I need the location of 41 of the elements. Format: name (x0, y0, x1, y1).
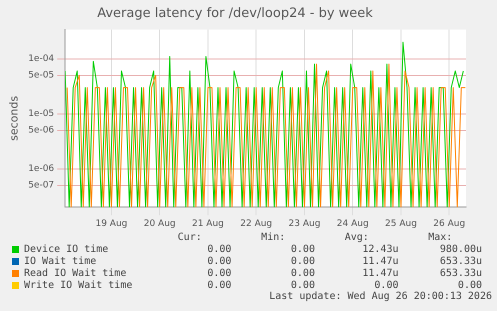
x-tick-label: 19 Aug (95, 218, 128, 229)
x-tick-label: 23 Aug (288, 218, 320, 229)
y-tick-label: 1e-05 (28, 109, 54, 120)
text: Avg: (344, 232, 370, 243)
text: 12.43u (361, 244, 398, 254)
chart-title: Average latency for /dev/loop24 - by week (97, 6, 374, 22)
text: Cur: (176, 232, 203, 243)
text: 653.33u (438, 256, 482, 266)
text: 0.00 (456, 280, 482, 290)
y-tick-label: 5e-07 (28, 180, 54, 191)
y-tick-label: 1e-04 (28, 54, 54, 64)
text: 0.00 (206, 256, 232, 266)
x-tick-label: 24 Aug (336, 218, 369, 229)
text: 0.00 (373, 280, 398, 290)
text: 11.47u (361, 268, 398, 278)
y-tick-label: 1e-06 (28, 164, 54, 174)
text: 0.00 (206, 244, 232, 254)
text: 653.33u (438, 268, 482, 278)
text: 0.00 (290, 268, 315, 278)
text: 0.00 (206, 280, 232, 290)
y-axis-title: seconds (7, 96, 20, 141)
text: 980.00u (438, 244, 482, 254)
legend-label: Read IO Wait time (24, 268, 126, 278)
x-tick-label: 26 Aug (433, 218, 466, 229)
legend-label: Device IO time (24, 244, 108, 254)
text: 0.00 (290, 244, 315, 254)
text: Max: (427, 232, 454, 243)
y-tick-label: 5e-05 (28, 70, 54, 81)
text: Last update: Wed Aug 26 20:00:13 2026 (268, 291, 492, 302)
text: 0.00 (290, 256, 315, 266)
text: 0.00 (290, 280, 315, 290)
y-tick-label: 5e-06 (28, 126, 54, 136)
x-tick-label: 20 Aug (144, 218, 176, 229)
legend-label: IO Wait time (24, 256, 96, 266)
text: Min: (260, 232, 286, 243)
x-tick-label: 22 Aug (240, 218, 272, 229)
x-tick-label: 25 Aug (385, 218, 417, 229)
text: 11.47u (361, 256, 398, 266)
legend-label: Write IO Wait time (24, 280, 132, 290)
text: 0.00 (206, 268, 232, 278)
x-tick-label: 21 Aug (192, 218, 224, 229)
